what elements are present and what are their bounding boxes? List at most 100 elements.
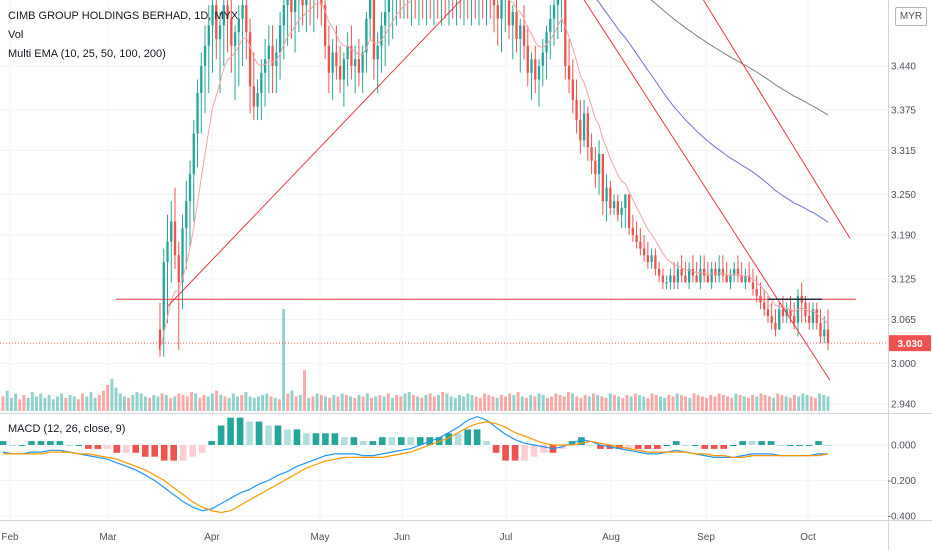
candle-body <box>267 45 270 60</box>
volume-bar <box>219 394 223 411</box>
macd-histogram-bar <box>141 445 149 457</box>
macd-legend: MACD (12, 26, close, 9) <box>8 423 126 435</box>
rising-trendline <box>167 0 462 307</box>
volume-bar <box>478 397 482 411</box>
macd-histogram-bar <box>227 417 234 445</box>
candle-body <box>230 18 233 46</box>
volume-bar <box>499 394 503 411</box>
macd-histogram-bar <box>378 437 386 445</box>
volume-bar <box>386 393 390 411</box>
volume-bar <box>533 396 537 411</box>
macd-histogram-bar <box>748 441 756 445</box>
candle-body <box>526 45 529 73</box>
volume-bar <box>458 394 461 411</box>
volume-bar <box>495 397 499 411</box>
currency-badge[interactable]: MYR <box>895 7 927 26</box>
macd-histogram-bar <box>322 433 329 445</box>
volume-bar <box>604 397 608 411</box>
candle-body <box>766 309 770 317</box>
volume-legend: Vol <box>8 29 24 41</box>
candle-body <box>185 201 188 229</box>
price-tick-label: 3.065 <box>891 315 916 326</box>
macd-histogram-bar <box>56 441 64 445</box>
macd-histogram-bar <box>170 445 178 461</box>
volume-bar <box>307 397 311 411</box>
macd-histogram-bar <box>540 445 547 453</box>
candle-body <box>534 59 537 80</box>
candle-body <box>702 268 706 276</box>
volume-bar <box>378 394 382 411</box>
candle-body <box>740 275 743 283</box>
candle-body <box>575 99 578 121</box>
time-tick-label: Oct <box>800 532 816 543</box>
volume-bar <box>566 392 570 411</box>
volume-bar <box>508 393 512 411</box>
candle-body <box>725 275 728 283</box>
candle-body <box>256 93 259 107</box>
volume-bar <box>822 394 826 411</box>
macd-histogram-bar <box>407 437 415 445</box>
candle-body <box>177 255 180 283</box>
volume-bar <box>85 396 89 411</box>
macd-histogram-bar <box>710 445 718 449</box>
candle-body <box>537 66 541 80</box>
volume-bar <box>437 394 440 411</box>
volume-bar <box>784 396 788 411</box>
candle-body <box>492 0 496 6</box>
macd-histogram-bar <box>653 445 661 449</box>
candle-body <box>237 18 240 33</box>
macd-histogram-bar <box>729 445 737 446</box>
time-tick-label: Jul <box>500 532 513 543</box>
volume-bar <box>282 309 286 411</box>
candle-body <box>293 0 297 12</box>
volume-bar <box>148 397 152 411</box>
time-tick-label: Feb <box>1 532 19 543</box>
candle-body <box>376 45 379 60</box>
macd-histogram-bar <box>103 445 111 449</box>
candle-body <box>680 268 683 276</box>
volume-bar <box>177 393 181 411</box>
candle-body <box>665 282 668 284</box>
macd-histogram-bar <box>66 445 73 446</box>
volume-bar <box>583 394 587 411</box>
volume-bar <box>39 393 43 411</box>
volume-bar <box>525 397 528 411</box>
volume-bar <box>537 393 541 411</box>
macd-histogram-bar <box>47 441 54 445</box>
volume-bar <box>256 396 260 411</box>
candle-body <box>549 18 552 33</box>
volume-bar <box>127 397 131 411</box>
volume-bar <box>76 399 80 411</box>
volume-bar <box>441 392 445 411</box>
volume-bar <box>516 392 520 411</box>
macd-histogram-bar <box>777 445 784 446</box>
volume-bar <box>332 394 336 411</box>
macd-histogram-bar <box>369 441 377 445</box>
volume-bar <box>89 392 93 411</box>
ema-10-line <box>159 0 829 351</box>
macd-histogram-bar <box>160 445 168 461</box>
candle-body <box>530 59 533 73</box>
channel-upper-line <box>702 0 851 239</box>
volume-bar <box>638 394 642 411</box>
price-tick-label: 3.000 <box>891 359 916 370</box>
volume-bar <box>742 396 746 411</box>
volume-bar <box>541 394 545 411</box>
candle-body <box>200 66 203 94</box>
macd-histogram-bar <box>663 445 671 446</box>
candle-body <box>241 5 244 19</box>
volume-bar <box>474 396 478 411</box>
volume-bar <box>483 393 487 411</box>
macd-histogram-bar <box>341 437 348 445</box>
volume-bar <box>319 394 323 411</box>
candle-body <box>286 0 289 6</box>
volume-bar <box>252 397 256 411</box>
volume-bar <box>361 396 365 411</box>
volume-bar <box>328 397 332 411</box>
macd-histogram-bar <box>246 421 253 445</box>
volume-bar <box>617 396 621 411</box>
volume-bar <box>625 394 629 411</box>
volume-bar <box>826 396 830 411</box>
volume-bar <box>185 396 189 411</box>
